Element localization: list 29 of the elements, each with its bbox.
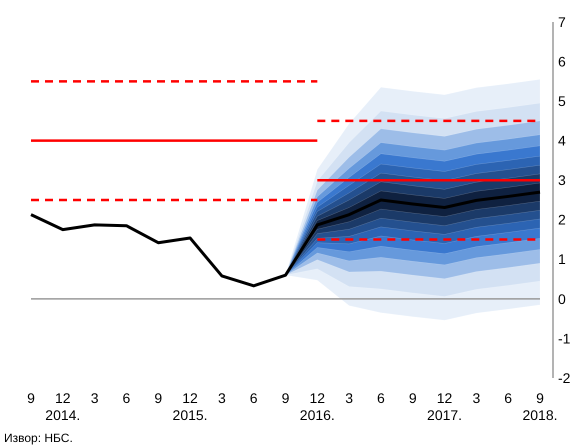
x-tick-label: 9 xyxy=(408,390,417,406)
x-tick-label: 6 xyxy=(377,390,386,406)
x-tick-label: 3 xyxy=(90,390,99,406)
line-series xyxy=(30,190,542,288)
x-tick-label: 9 xyxy=(282,390,290,406)
y-tick-label: -1 xyxy=(558,330,571,346)
y-tick-label: 2 xyxy=(558,212,566,228)
y-tick-label: 6 xyxy=(558,53,566,70)
x-tick-label: 12 2014. xyxy=(45,390,80,423)
x-tick-label: 12 2017. xyxy=(427,390,462,423)
x-tick-label: 12 2016. xyxy=(300,390,335,423)
text: Извор: НБС. xyxy=(4,431,73,445)
y-tick-label: 4 xyxy=(558,132,566,149)
y-tick-label: 5 xyxy=(558,93,566,110)
y-tick-label: -2 xyxy=(558,370,571,386)
y-tick-label: 0 xyxy=(558,290,566,307)
x-tick-label: 12 2015. xyxy=(172,390,208,423)
x-tick-label: 3 xyxy=(472,390,480,406)
x-tick-label: 9 xyxy=(154,390,162,406)
x-tick-label: 6 xyxy=(504,390,512,406)
x-tick-label: 6 xyxy=(250,390,258,406)
y-tick-label: 7 xyxy=(558,14,566,30)
y-tick-label: 1 xyxy=(558,251,566,268)
y-tick-label: 3 xyxy=(558,172,566,188)
x-tick-label: 6 xyxy=(122,390,131,406)
x-tick-label: 9 2018. xyxy=(522,390,558,423)
x-tick-label: 3 xyxy=(345,390,354,406)
x-tick-label: 3 xyxy=(218,390,226,406)
x-tick-label: 9 xyxy=(27,390,36,406)
